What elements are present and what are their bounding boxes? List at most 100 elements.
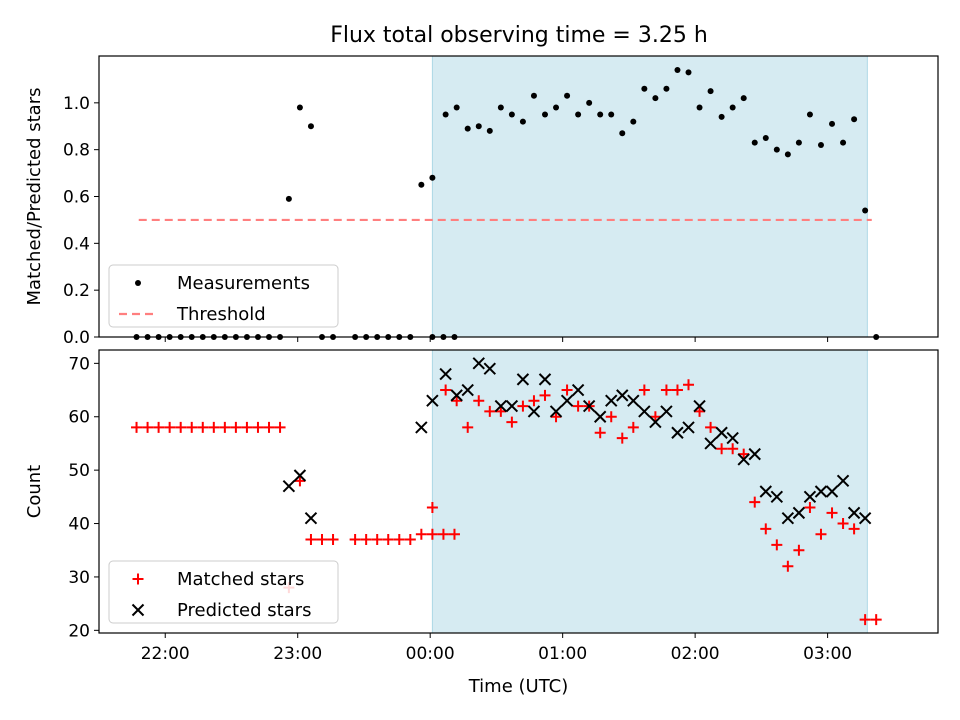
ticks-top: 0.0 0.2 0.4 0.6 0.8 1.0 (63, 94, 829, 348)
predicted-stars-point-24 (649, 415, 662, 429)
matched-stars-point-46 (616, 432, 628, 444)
predicted-stars-point-18 (582, 399, 596, 413)
predicted-stars-point-27 (682, 421, 695, 434)
legend-measurements-swatch (135, 280, 141, 286)
matched-stars-point-23 (393, 534, 405, 546)
legend-matched-swatch (132, 573, 144, 585)
matched-stars-point-36 (506, 416, 518, 428)
legend-box-bottom (108, 560, 339, 624)
matched-stars-point-42 (572, 400, 584, 412)
legend-bottom: Matched stars Predicted stars (108, 560, 339, 624)
matched-stars-point-10 (241, 421, 253, 433)
matched-stars-point-2 (153, 421, 165, 433)
legend-label-bottom-1: Predicted stars (177, 600, 311, 621)
predicted-stars-point-0 (282, 479, 296, 493)
matched-stars-point-33 (473, 395, 485, 407)
matched-stars-point-12 (263, 421, 275, 433)
matched-stars-point-5 (186, 421, 198, 433)
measurements-point-53 (696, 104, 703, 111)
predicted-stars-point-3 (415, 421, 428, 434)
measurements-point-55 (718, 113, 725, 120)
measurements-point-45 (608, 111, 615, 118)
y-axis-label-bottom: Count (24, 465, 45, 518)
measurements-point-44 (597, 111, 604, 118)
matched-stars-point-69 (870, 614, 882, 626)
measurements-point-66 (840, 139, 847, 146)
legend-box-top (108, 264, 339, 328)
observing-window-top (431, 55, 868, 338)
matched-stars-point-25 (415, 528, 427, 540)
matched-stars-point-13 (274, 421, 286, 433)
matched-stars-point-1 (142, 421, 154, 433)
matched-stars-point-51 (671, 384, 683, 396)
measurements-point-29 (429, 174, 436, 181)
x-tick-label-3: 01:00 (538, 644, 587, 664)
predicted-stars-point-40 (825, 485, 839, 498)
matched-stars-point-40 (550, 411, 562, 423)
y-tick-label-top-4: 0.8 (63, 141, 90, 161)
matched-stars-point-60 (771, 539, 783, 551)
predicted-stars-point-8 (472, 357, 485, 370)
matched-stars-point-11 (252, 421, 264, 433)
measurements-point-42 (575, 111, 582, 118)
y-tick-label-bottom-3: 50 (68, 461, 90, 481)
predicted-stars-point-34 (759, 485, 772, 498)
measurements-point-65 (829, 120, 836, 127)
y-tick-label-top-3: 0.6 (63, 188, 90, 208)
predicted-stars-point-14 (538, 373, 552, 386)
predicted-stars-point-36 (781, 511, 795, 525)
x-tick-label-1: 23:00 (273, 644, 322, 664)
predicted-stars-point-23 (638, 405, 651, 418)
y-tick-label-top-0: 0.0 (63, 328, 90, 348)
predicted-stars-point-33 (748, 447, 761, 461)
predicted-stars-point-41 (836, 474, 850, 488)
measurements-point-67 (851, 116, 858, 123)
matched-stars-point-21 (371, 534, 383, 546)
predicted-stars-point-35 (770, 490, 784, 504)
measurements-point-61 (784, 151, 791, 158)
y-tick-label-top-1: 0.2 (63, 281, 90, 301)
predicted-stars-point-6 (450, 389, 463, 402)
predicted-stars-point-4 (426, 394, 439, 407)
matched-stars-point-34 (484, 405, 496, 417)
matched-stars-point-67 (848, 523, 860, 535)
predicted-stars-point-5 (439, 367, 452, 381)
measurements-point-16 (307, 123, 314, 130)
matched-stars-point-32 (462, 421, 474, 433)
legend-label-top-0: Measurements (177, 273, 310, 294)
x-tick-label-2: 00:00 (406, 644, 455, 664)
matched-stars-point-62 (793, 544, 805, 556)
measurements-point-68 (862, 207, 869, 214)
measurements-point-36 (508, 111, 515, 118)
matched-stars-point-35 (495, 405, 507, 417)
matched-stars-point-59 (760, 523, 772, 535)
matched-stars-point-7 (208, 421, 220, 433)
y-tick-label-top-5: 1.0 (63, 94, 90, 114)
measurements-point-54 (707, 88, 714, 95)
predicted-stars-point-12 (516, 373, 530, 386)
matched-stars-point-49 (649, 411, 661, 423)
chart-title: Flux total observing time = 3.25 h (330, 23, 708, 48)
legend-predicted-swatch (131, 603, 145, 617)
matched-stars-point-41 (561, 384, 573, 396)
y-tick-label-bottom-5: 70 (68, 354, 90, 374)
y-tick-label-bottom-4: 60 (68, 408, 90, 428)
measurements-point-15 (296, 104, 303, 111)
y-tick-label-bottom-1: 30 (68, 568, 90, 588)
legend-top: Measurements Threshold (108, 264, 339, 328)
panel-ratio: 0.0 0.2 0.4 0.6 0.8 1.0 Matched/Predicted sta… (24, 55, 939, 348)
predicted-stars-point-15 (549, 405, 563, 418)
matched-stars-point-22 (382, 534, 394, 546)
matched-stars-point-39 (539, 389, 551, 401)
count-marks (131, 357, 882, 626)
matched-stars-point-38 (528, 395, 540, 407)
measurements-point-62 (795, 139, 802, 146)
predicted-stars-point-38 (803, 490, 817, 504)
measurements-point-34 (486, 127, 493, 134)
measurements-point-60 (773, 146, 780, 153)
x-tick-label-4: 02:00 (671, 644, 720, 664)
predicted-stars-point-37 (792, 506, 806, 520)
matched-stars-point-19 (349, 534, 361, 546)
matched-stars-point-29 (426, 502, 438, 514)
matched-stars-point-15 (294, 475, 306, 487)
